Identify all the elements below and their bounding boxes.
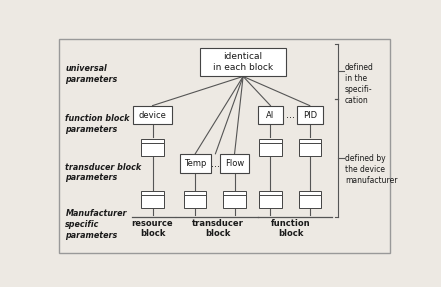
Text: Flow: Flow xyxy=(225,159,244,168)
Text: Temp: Temp xyxy=(184,159,206,168)
Text: defined by
the device
manufacturer: defined by the device manufacturer xyxy=(345,154,397,185)
Bar xyxy=(200,48,286,76)
Bar xyxy=(224,191,246,203)
Text: AI: AI xyxy=(266,110,275,120)
Text: resource
block: resource block xyxy=(132,219,173,238)
Text: transducer block
parameters: transducer block parameters xyxy=(65,163,142,183)
Bar xyxy=(299,195,321,208)
Bar xyxy=(259,139,281,151)
Bar xyxy=(299,191,321,203)
Bar xyxy=(224,195,246,208)
Text: function
block: function block xyxy=(271,219,311,238)
Text: defined
in the
specifi-
cation: defined in the specifi- cation xyxy=(345,63,374,105)
Bar xyxy=(133,106,172,125)
Bar xyxy=(299,139,321,151)
Bar xyxy=(220,154,249,173)
Text: device: device xyxy=(138,110,166,120)
Bar xyxy=(259,144,281,156)
Text: identical
in each block: identical in each block xyxy=(213,52,273,72)
Text: function block
parameters: function block parameters xyxy=(65,114,130,134)
Text: PID: PID xyxy=(303,110,317,120)
Text: Manufacturer
specific
parameters: Manufacturer specific parameters xyxy=(65,209,127,240)
Bar xyxy=(299,144,321,156)
Text: ...: ... xyxy=(211,159,220,169)
Text: universal
parameters: universal parameters xyxy=(65,64,118,84)
Bar xyxy=(142,195,164,208)
Bar xyxy=(184,191,206,203)
Bar xyxy=(259,195,281,208)
Bar xyxy=(180,154,211,173)
Bar xyxy=(297,106,322,125)
Bar xyxy=(258,106,283,125)
Bar xyxy=(184,195,206,208)
Bar xyxy=(259,191,281,203)
Bar xyxy=(142,139,164,151)
Bar xyxy=(142,191,164,203)
Text: transducer
block: transducer block xyxy=(191,219,243,238)
Text: ...: ... xyxy=(286,110,295,120)
Bar xyxy=(142,144,164,156)
